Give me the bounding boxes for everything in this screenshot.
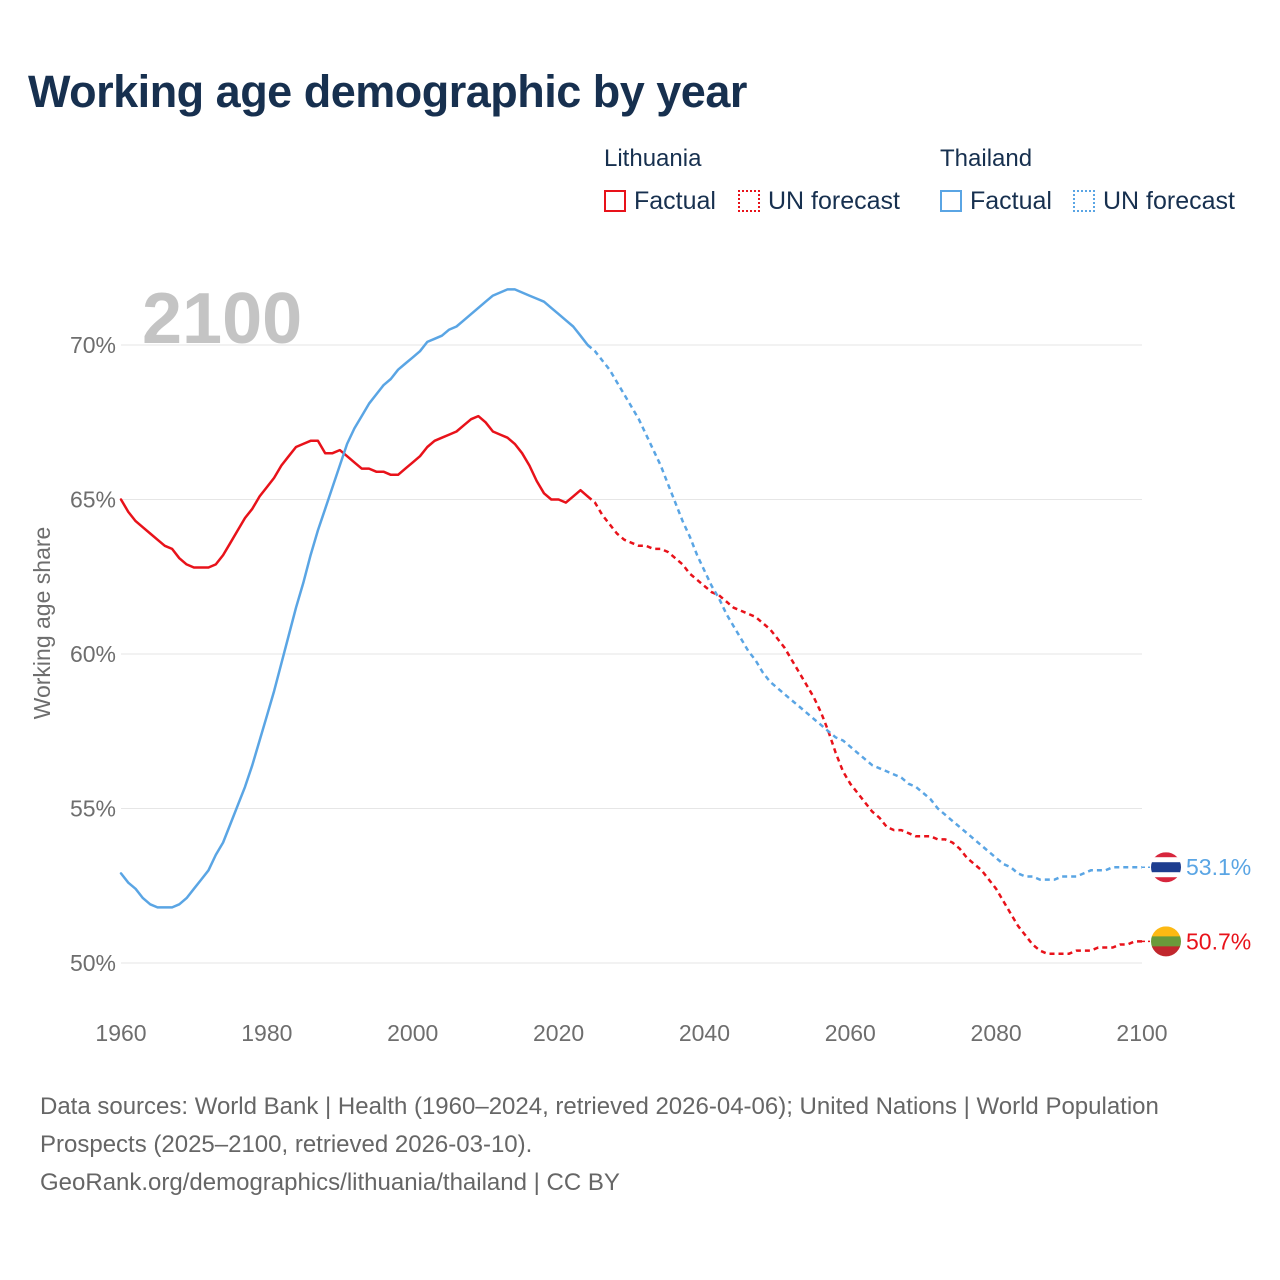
gridlines	[121, 344, 1142, 964]
legend-label: UN forecast	[1103, 186, 1235, 215]
y-tick-label: 50%	[70, 950, 116, 976]
year-overlay: 2100	[142, 279, 302, 359]
y-tick-labels: 50% 55% 60% 65% 70%	[70, 332, 116, 976]
legend-label: Factual	[970, 186, 1052, 215]
legend-item-thailand-factual[interactable]: Factual	[940, 186, 1052, 216]
x-tick-label: 2080	[971, 1020, 1022, 1046]
x-tick-label: 2020	[533, 1020, 584, 1046]
x-tick-label: 2060	[825, 1020, 876, 1046]
legend-item-lithuania-forecast[interactable]: UN forecast	[738, 186, 900, 216]
y-tick-label: 70%	[70, 332, 116, 358]
legend-item-lithuania-factual[interactable]: Factual	[604, 186, 716, 216]
y-tick-label: 65%	[70, 487, 116, 513]
legend-label: UN forecast	[768, 186, 900, 215]
end-value-label-thailand: 53.1%	[1186, 854, 1251, 880]
lithuania-flag-icon	[1151, 926, 1181, 957]
end-value-label-lithuania: 50.7%	[1186, 928, 1251, 954]
y-tick-label: 60%	[70, 641, 116, 667]
series-line-lithuania-factual[interactable]	[119, 414, 589, 569]
series-line-thailand-forecast[interactable]	[586, 344, 1142, 881]
legend-swatch-solid-blue	[940, 190, 962, 212]
legend-group-title-thailand: Thailand	[940, 145, 1033, 172]
x-tick-label: 2100	[1116, 1020, 1167, 1046]
x-tick-label: 2000	[387, 1020, 438, 1046]
y-tick-label: 55%	[70, 796, 116, 822]
x-tick-labels: 1960 1980 2000 2020 2040 2060 2080 2100	[95, 1020, 1167, 1046]
series-lines	[119, 288, 1142, 955]
page-title: Working age demographic by year	[28, 66, 747, 117]
x-tick-label: 2040	[679, 1020, 730, 1046]
series-line-thailand-factual[interactable]	[119, 288, 589, 909]
sources-link[interactable]: GeoRank.org/demographics/lithuania/thail…	[40, 1169, 620, 1196]
legend-label: Factual	[634, 186, 716, 215]
series-line-lithuania-forecast[interactable]	[586, 495, 1142, 955]
legend-group-title-lithuania: Lithuania	[604, 145, 702, 172]
legend-swatch-solid-red	[604, 190, 626, 212]
sources-text: Data sources: World Bank | Health (1960–…	[40, 1093, 1159, 1158]
legend-swatch-dotted-red	[738, 190, 760, 212]
x-tick-label: 1980	[241, 1020, 292, 1046]
y-axis-label: Working age share	[29, 527, 55, 720]
thailand-flag-icon	[1151, 852, 1181, 883]
legend-item-thailand-forecast[interactable]: UN forecast	[1073, 186, 1235, 216]
legend-swatch-dotted-blue	[1073, 190, 1095, 212]
x-tick-label: 1960	[95, 1020, 146, 1046]
end-markers: 50.7% 53.1%	[1142, 852, 1251, 957]
data-sources: Data sources: World Bank | Health (1960–…	[40, 1088, 1220, 1202]
